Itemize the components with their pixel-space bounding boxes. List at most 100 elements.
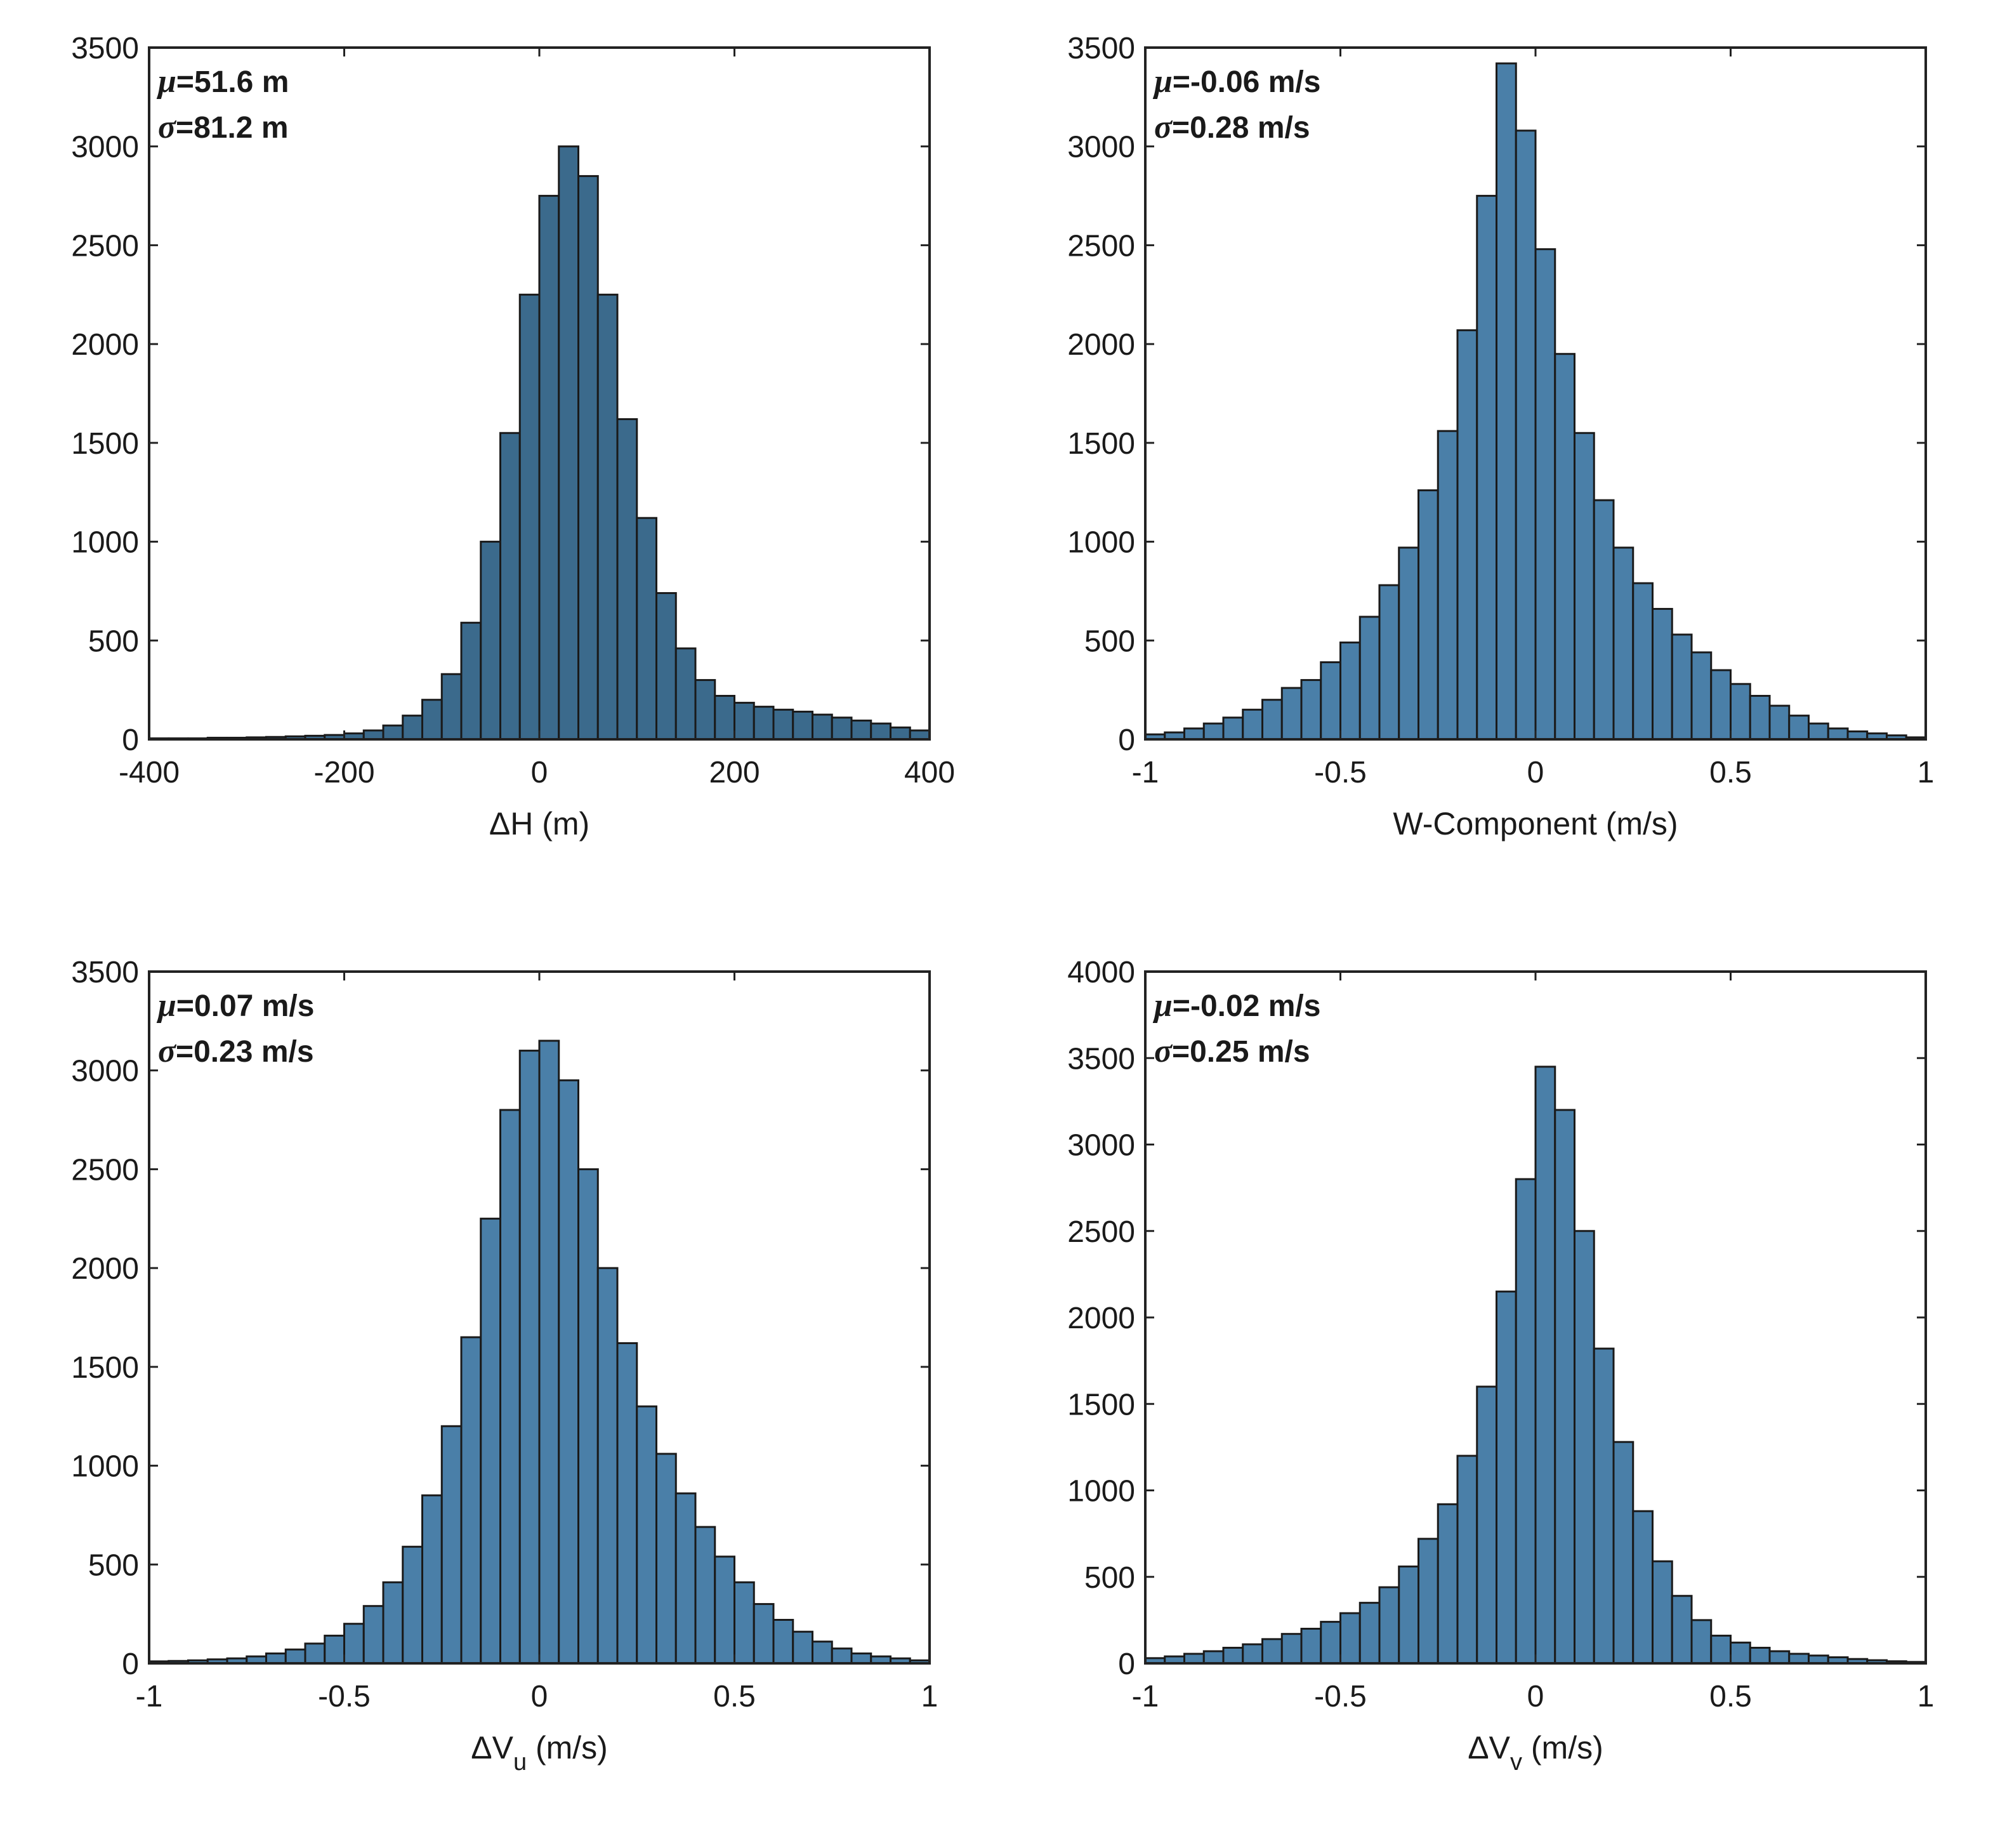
histogram-panel-delta-h: 0 500 1000 1500 2000 2500 3000 3500 -400 -200 0 200…: [0, 0, 996, 924]
std-annotation: σ=0.23 m/s: [158, 1033, 314, 1069]
histogram-bar: [518, 1050, 541, 1665]
histogram-bar: [674, 647, 697, 741]
histogram-bar: [480, 541, 501, 741]
histogram-chart: 0 500 1000 1500 2000 2500 3000 3500 -400 -200 0 200…: [71, 32, 955, 842]
histogram-chart: 0 500 1000 1500 2000 2500 3000 3500 4000 -1 -0.5 0 0…: [1067, 956, 1934, 1776]
histogram-bar: [577, 175, 599, 741]
y-tick-label: 500: [1084, 624, 1135, 658]
histogram-bar: [1456, 329, 1478, 741]
histogram-bar: [1574, 1230, 1595, 1665]
histogram-bar: [674, 1492, 697, 1665]
histogram-bar: [1476, 1385, 1497, 1665]
y-tick-label: 3500: [1067, 1042, 1135, 1076]
y-tick-label: 2500: [1067, 229, 1135, 263]
x-axis-label: ΔVv (m/s): [1468, 1730, 1603, 1776]
histogram-bar: [1202, 1650, 1225, 1665]
histogram-bar: [577, 1168, 599, 1665]
histogram-bar: [636, 1405, 657, 1665]
histogram-bar: [733, 1581, 755, 1665]
histogram-bar: [1593, 499, 1615, 741]
histogram-bar: [1417, 1538, 1439, 1665]
y-tick-label: 0: [1118, 723, 1135, 757]
histogram-bar: [1261, 699, 1283, 741]
histogram-bar: [1632, 1510, 1654, 1665]
y-tick-label: 3000: [1067, 131, 1135, 164]
bars-group: [1144, 62, 1927, 741]
histogram-panel-delta-vu: 0 500 1000 1500 2000 2500 3000 3500 -1 -0.5 0 0.5 1 Δ…: [0, 924, 996, 1848]
histogram-bar: [440, 1425, 463, 1665]
histogram-bar: [1183, 727, 1205, 741]
y-tick-label: 500: [1084, 1561, 1135, 1595]
histogram-bar: [1202, 722, 1225, 741]
histogram-bar: [1222, 716, 1244, 741]
histogram-bar: [890, 726, 911, 741]
histogram-bar: [596, 293, 619, 741]
histogram-bar: [772, 1618, 794, 1665]
x-tick-label: 0.5: [713, 1680, 756, 1713]
histogram-bar: [655, 1453, 677, 1665]
x-tick-label: -0.5: [1314, 1680, 1367, 1713]
histogram-bar: [655, 592, 677, 741]
histogram-bar: [812, 713, 833, 741]
histogram-bar: [1437, 1503, 1459, 1665]
histogram-bar: [402, 1545, 423, 1665]
histogram-bar: [1222, 1646, 1244, 1665]
histogram-bar: [1300, 679, 1322, 741]
x-tick-label: 0.5: [1709, 756, 1752, 789]
y-tick-label: 3000: [71, 1055, 139, 1088]
histogram-bar: [1574, 432, 1595, 741]
histogram-bar: [304, 1642, 326, 1665]
mean-annotation: μ=-0.06 m/s: [1152, 63, 1320, 100]
histogram-bar: [714, 1555, 735, 1665]
histogram-bar: [538, 195, 560, 741]
histogram-bar: [1358, 1602, 1381, 1665]
histogram-bar: [1690, 651, 1713, 741]
histogram-bar: [812, 1640, 833, 1665]
histogram-bar: [694, 679, 716, 741]
histogram-bar: [499, 1109, 521, 1665]
y-tick-label: 1000: [1067, 1475, 1135, 1508]
x-axis-label: ΔVu (m/s): [471, 1730, 608, 1776]
histogram-bar: [1788, 715, 1810, 741]
y-tick-label: 1000: [1067, 526, 1135, 560]
y-tick-label: 2500: [1067, 1215, 1135, 1249]
histogram-bar: [1496, 1290, 1517, 1665]
bars-group: [148, 145, 931, 741]
histogram-panel-w-component: 0 500 1000 1500 2000 2500 3000 3500 -1 -0.5 0 0.5 1 W…: [996, 0, 1992, 924]
x-tick-label: 400: [904, 756, 955, 789]
histogram-bar: [870, 722, 891, 741]
y-tick-label: 500: [88, 624, 139, 658]
x-tick-label: -0.5: [318, 1680, 371, 1713]
stats-annotation: μ=51.6 m σ=81.2 m: [156, 63, 289, 145]
y-tick-label: 0: [1118, 1647, 1135, 1681]
histogram-bar: [909, 729, 931, 741]
x-tick-label: 1: [1917, 756, 1935, 789]
histogram-bar: [1749, 694, 1771, 741]
histogram-bar: [382, 1581, 404, 1665]
mean-annotation: μ=0.07 m/s: [156, 987, 314, 1024]
histogram-bar: [831, 716, 853, 741]
histogram-bar: [1476, 195, 1497, 741]
stats-annotation: μ=-0.06 m/s σ=0.28 m/s: [1152, 63, 1320, 145]
x-tick-label: -400: [119, 756, 180, 789]
histogram-bar: [714, 694, 735, 741]
histogram-bar: [753, 1603, 775, 1665]
histogram-bar: [850, 1652, 872, 1665]
histogram-bar: [616, 418, 638, 741]
histogram-bar: [284, 1648, 306, 1665]
y-tick-label: 2000: [1067, 328, 1135, 362]
histogram-bar: [1534, 1066, 1556, 1665]
histogram-bar: [1593, 1347, 1615, 1665]
histogram-bar: [694, 1526, 716, 1665]
x-tick-label: 0: [1527, 756, 1544, 789]
y-tick-label: 1000: [71, 1450, 139, 1484]
mean-annotation: μ=-0.02 m/s: [1152, 987, 1320, 1024]
x-tick-label: -1: [136, 1680, 163, 1713]
histogram-bar: [382, 724, 404, 741]
histogram-bar: [616, 1342, 638, 1665]
histogram-bar: [1378, 1586, 1400, 1665]
stats-annotation: μ=-0.02 m/s σ=0.25 m/s: [1152, 987, 1320, 1069]
histogram-bar: [1339, 1612, 1361, 1665]
histogram-bar: [733, 701, 755, 741]
histogram-bar: [1710, 669, 1732, 741]
